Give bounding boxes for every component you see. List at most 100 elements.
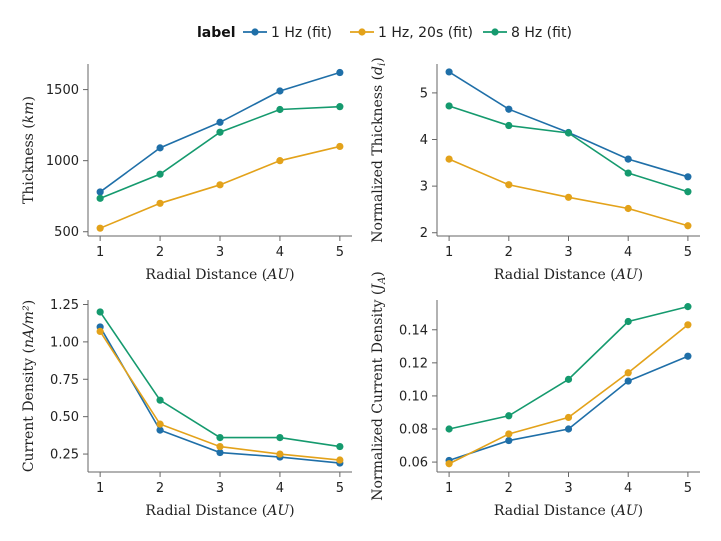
data-point [216,128,224,136]
y-tick-label: 1.00 [50,335,79,350]
data-point [624,155,632,163]
x-tick-label: 3 [216,481,224,496]
y-tick-label: 0.14 [399,323,428,338]
x-tick-label: 2 [156,245,164,260]
data-point [684,321,692,329]
x-tick-label: 1 [445,481,453,496]
data-point [505,412,513,420]
y-tick-label: 0.25 [50,448,79,463]
y-tick-label: 0.08 [399,423,428,438]
data-point [505,436,513,445]
data-point [96,194,104,202]
data-point [216,181,224,189]
data-point [684,352,692,360]
data-point [564,425,573,433]
data-point [684,188,692,196]
y-axis-label: Thickness (km) [21,96,37,204]
data-point [564,129,573,137]
data-point [624,169,632,177]
data-point [156,420,164,428]
y-axis-label: Normalized Current Density (JA) [370,271,388,500]
y-tick-label: 1500 [46,83,79,98]
data-point [624,317,632,326]
x-tick-label: 1 [96,245,104,260]
x-axis-label: Radial Distance (AU) [494,267,643,283]
legend-label: 8 Hz (fit) [511,25,572,41]
data-point [276,105,284,114]
x-tick-label: 5 [336,481,344,496]
data-point [624,377,632,385]
data-point [684,173,692,181]
chart-panel-1: 1 2 3 4 5 500 1000 1500 Radial Distance (AU) Thic… [21,64,352,283]
legend-marker [251,28,259,36]
legend-label: 1 Hz, 20s (fit) [378,25,473,41]
data-point [505,181,513,189]
legend-title: label [197,25,236,41]
data-point [276,450,284,458]
y-tick-label: 500 [54,225,79,240]
data-point [564,375,573,383]
data-point [276,87,284,95]
x-tick-label: 5 [684,245,692,260]
data-point [216,118,224,126]
x-tick-label: 1 [445,245,453,260]
data-point [276,434,284,442]
data-point [445,68,453,76]
y-tick-label: 2 [420,226,428,241]
data-point [336,456,344,464]
y-tick-label: 0.12 [399,356,428,371]
y-tick-label: 0.06 [399,456,428,471]
legend-marker [491,28,499,36]
x-tick-label: 2 [505,245,513,260]
data-point [156,170,164,178]
x-tick-label: 3 [216,245,224,260]
legend-item: 8 Hz (fit) [483,25,572,41]
data-point [216,434,224,442]
y-axis-label: Normalized Thickness (di) [370,57,388,242]
chart-panel-3: 1 2 3 4 5 0.25 0.50 0.75 1.00 1.25 Radial Distance… [21,298,352,519]
y-tick-label: 1.25 [50,298,79,313]
data-point [96,188,104,196]
data-point [336,68,344,77]
data-point [96,224,104,232]
data-point [336,142,344,151]
x-tick-label: 2 [156,481,164,496]
data-point [96,308,104,316]
data-point [336,103,344,111]
x-tick-label: 4 [624,481,632,496]
y-tick-label: 4 [420,133,428,148]
data-point [276,157,284,165]
data-point [445,102,453,110]
y-tick-label: 1000 [46,154,79,169]
legend: label 1 Hz (fit) 1 Hz, 20s (fit) 8 Hz (fit) [197,25,572,41]
y-tick-label: 0.50 [50,410,79,425]
chart-panels: 1 2 3 4 5 500 1000 1500 Radial Distance (AU) Thic… [21,57,700,519]
legend-marker [358,28,366,36]
data-point [505,105,513,113]
y-tick-label: 5 [420,86,428,101]
y-tick-label: 0.10 [399,389,428,404]
x-tick-label: 1 [96,481,104,496]
legend-item: 1 Hz, 20s (fit) [350,25,473,41]
data-point [156,426,164,434]
y-axis-label: Current Density (nA/m²) [21,300,37,472]
data-point [216,448,224,457]
data-point [684,303,692,311]
data-point [564,413,573,422]
data-point [624,204,632,213]
data-point [505,121,513,130]
data-point [156,144,164,152]
legend-item: 1 Hz (fit) [243,25,332,41]
x-tick-label: 5 [336,245,344,260]
y-tick-label: 0.75 [50,373,79,388]
data-point [156,396,164,404]
data-point [684,222,692,230]
data-point [564,193,573,201]
data-point [96,327,104,336]
data-point [505,430,513,438]
data-point [156,199,164,207]
x-tick-label: 5 [684,481,692,496]
x-axis-label: Radial Distance (AU) [494,503,643,519]
